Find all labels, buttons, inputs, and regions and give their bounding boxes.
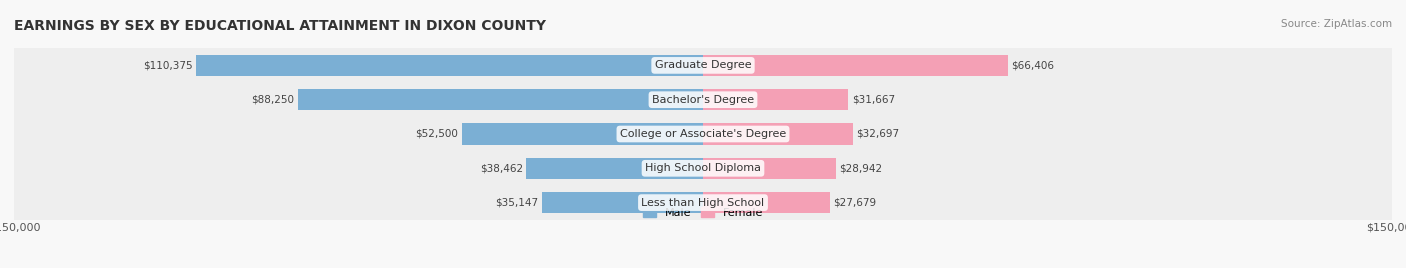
Bar: [703, 89, 848, 110]
Bar: [703, 192, 830, 213]
Text: $88,250: $88,250: [252, 95, 294, 105]
Text: $28,942: $28,942: [839, 163, 883, 173]
Text: College or Associate's Degree: College or Associate's Degree: [620, 129, 786, 139]
Text: $66,406: $66,406: [1011, 60, 1054, 70]
Bar: [703, 55, 1008, 76]
Bar: [703, 158, 837, 179]
Text: Graduate Degree: Graduate Degree: [655, 60, 751, 70]
Text: $38,462: $38,462: [479, 163, 523, 173]
Text: $31,667: $31,667: [852, 95, 896, 105]
Bar: [703, 123, 853, 145]
Text: $52,500: $52,500: [416, 129, 458, 139]
Legend: Male, Female: Male, Female: [643, 207, 763, 218]
Bar: [14, 117, 1392, 151]
Bar: [14, 48, 1392, 83]
Bar: [298, 89, 703, 110]
Bar: [526, 158, 703, 179]
Text: EARNINGS BY SEX BY EDUCATIONAL ATTAINMENT IN DIXON COUNTY: EARNINGS BY SEX BY EDUCATIONAL ATTAINMEN…: [14, 19, 546, 33]
Text: Less than High School: Less than High School: [641, 198, 765, 208]
Text: $32,697: $32,697: [856, 129, 900, 139]
Text: $110,375: $110,375: [143, 60, 193, 70]
Text: $27,679: $27,679: [834, 198, 877, 208]
Bar: [541, 192, 703, 213]
Bar: [14, 151, 1392, 185]
Text: Source: ZipAtlas.com: Source: ZipAtlas.com: [1281, 19, 1392, 29]
Text: Bachelor's Degree: Bachelor's Degree: [652, 95, 754, 105]
Text: $35,147: $35,147: [495, 198, 538, 208]
Text: High School Diploma: High School Diploma: [645, 163, 761, 173]
Bar: [461, 123, 703, 145]
Bar: [195, 55, 703, 76]
Bar: [14, 185, 1392, 220]
Bar: [14, 83, 1392, 117]
